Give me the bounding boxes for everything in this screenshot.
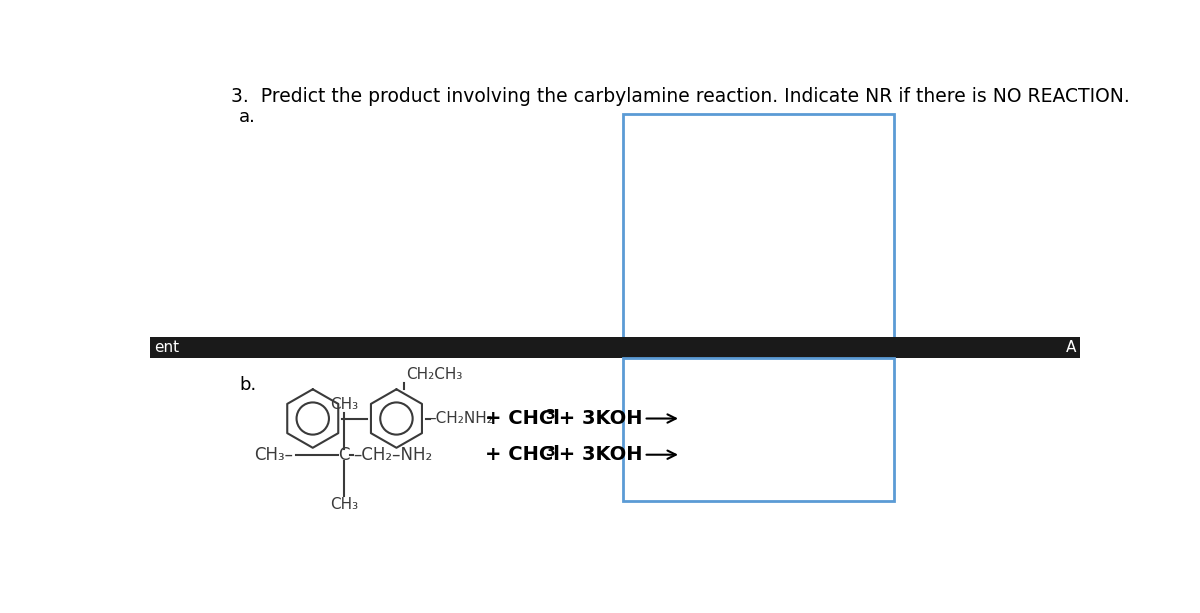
Text: + 3KOH: + 3KOH <box>552 409 643 428</box>
Text: –CH₂NH₂: –CH₂NH₂ <box>428 411 493 426</box>
Text: + 3KOH: + 3KOH <box>552 445 643 464</box>
Text: + CHCl: + CHCl <box>485 445 559 464</box>
Text: –CH₂–NH₂: –CH₂–NH₂ <box>353 446 432 463</box>
Text: C: C <box>338 446 349 463</box>
Text: + CHCl: + CHCl <box>485 409 559 428</box>
Bar <box>623 359 894 501</box>
Bar <box>150 337 1080 359</box>
Bar <box>623 115 894 356</box>
Text: 3: 3 <box>545 444 554 459</box>
Text: b.: b. <box>239 376 257 394</box>
Text: A: A <box>1066 340 1076 355</box>
Text: 3.  Predict the product involving the carbylamine reaction. Indicate NR if there: 3. Predict the product involving the car… <box>232 88 1130 107</box>
Text: CH₃–: CH₃– <box>254 446 293 463</box>
Text: ent: ent <box>154 340 179 355</box>
Text: CH₂CH₃: CH₂CH₃ <box>406 367 462 381</box>
Text: 3: 3 <box>545 408 554 422</box>
Text: CH₃: CH₃ <box>330 397 358 413</box>
Text: CH₃: CH₃ <box>330 497 358 512</box>
Text: a.: a. <box>239 109 256 126</box>
